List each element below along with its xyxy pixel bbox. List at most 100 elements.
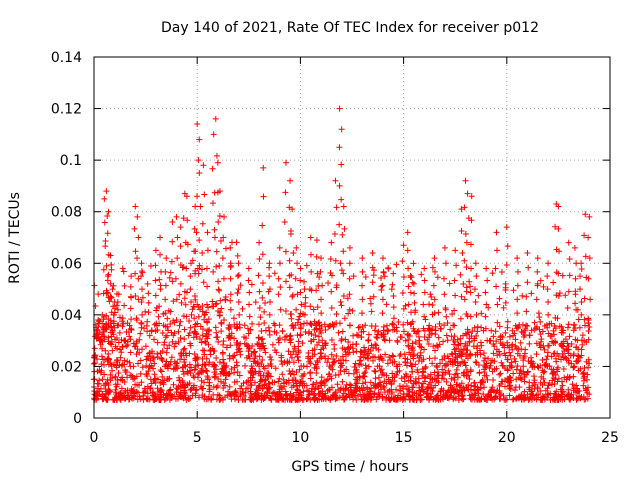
data-point [537, 277, 544, 284]
data-point [533, 396, 540, 403]
data-point [215, 307, 222, 314]
data-points [90, 105, 594, 403]
data-point [356, 357, 363, 364]
data-point [290, 249, 297, 256]
data-point [515, 374, 522, 381]
data-point [152, 247, 159, 254]
data-point [493, 346, 500, 353]
data-point [223, 362, 230, 369]
data-point [435, 368, 442, 375]
data-point [390, 292, 397, 299]
data-point [529, 382, 536, 389]
data-point [386, 354, 393, 361]
data-point [359, 380, 366, 387]
data-point [421, 265, 428, 272]
data-point [412, 309, 419, 316]
data-point [367, 295, 374, 302]
data-point [500, 392, 507, 399]
data-point [311, 364, 318, 371]
data-point [316, 355, 323, 362]
data-point [234, 341, 241, 348]
data-point [473, 359, 480, 366]
data-point [339, 231, 346, 238]
data-point [412, 361, 419, 368]
data-point [165, 307, 172, 314]
data-point [287, 370, 294, 377]
data-point [499, 342, 506, 349]
data-point [339, 328, 346, 335]
data-point [508, 363, 515, 370]
data-point [483, 301, 490, 308]
data-point [191, 292, 198, 299]
data-point [126, 322, 133, 329]
data-point [531, 385, 538, 392]
data-point [485, 355, 492, 362]
data-point [405, 386, 412, 393]
data-point [573, 344, 580, 351]
data-point [545, 330, 552, 337]
data-point [305, 349, 312, 356]
data-point [177, 280, 184, 287]
data-point [297, 277, 304, 284]
data-point [562, 336, 569, 343]
data-point [187, 369, 194, 376]
data-point [328, 384, 335, 391]
data-point [553, 269, 560, 276]
data-point [198, 369, 205, 376]
data-point [222, 296, 229, 303]
data-point [180, 346, 187, 353]
data-point [545, 382, 552, 389]
data-point [405, 377, 412, 384]
data-point [319, 390, 326, 397]
y-tick-label: 0.06 [51, 256, 82, 272]
data-point [152, 277, 159, 284]
data-point [152, 292, 159, 299]
data-point [531, 377, 538, 384]
data-point [454, 374, 461, 381]
data-point [464, 331, 471, 338]
data-point [105, 208, 112, 215]
data-point [322, 355, 329, 362]
data-point [138, 268, 145, 275]
data-point [358, 334, 365, 340]
data-point [400, 274, 407, 281]
data-point [194, 121, 201, 128]
data-point [166, 396, 173, 403]
data-point [416, 337, 423, 344]
data-point [479, 379, 486, 386]
data-point [334, 395, 341, 402]
data-point [329, 321, 336, 328]
data-point [386, 378, 393, 385]
data-point [313, 370, 320, 377]
data-point [112, 373, 119, 380]
data-point [304, 363, 311, 370]
data-point [307, 320, 314, 327]
data-point [368, 323, 375, 330]
data-point [554, 366, 561, 373]
data-point [158, 394, 165, 401]
data-point [391, 358, 398, 365]
data-point [203, 265, 210, 272]
data-point [428, 293, 435, 300]
data-point [111, 305, 118, 312]
data-point [370, 267, 377, 274]
data-point [318, 396, 325, 403]
data-point [422, 365, 429, 372]
data-point [510, 287, 517, 294]
data-point [276, 322, 283, 329]
data-point [564, 340, 571, 347]
data-point [343, 351, 350, 358]
data-point [575, 353, 582, 360]
data-point [213, 354, 220, 361]
data-point [161, 396, 168, 403]
data-point [426, 331, 433, 338]
data-point [245, 348, 252, 355]
data-point [435, 309, 442, 316]
data-point [187, 324, 194, 331]
data-point [429, 302, 436, 309]
data-point [445, 355, 452, 362]
data-point [199, 385, 206, 392]
data-point [235, 286, 242, 293]
data-point [569, 381, 576, 388]
data-point [139, 286, 146, 293]
